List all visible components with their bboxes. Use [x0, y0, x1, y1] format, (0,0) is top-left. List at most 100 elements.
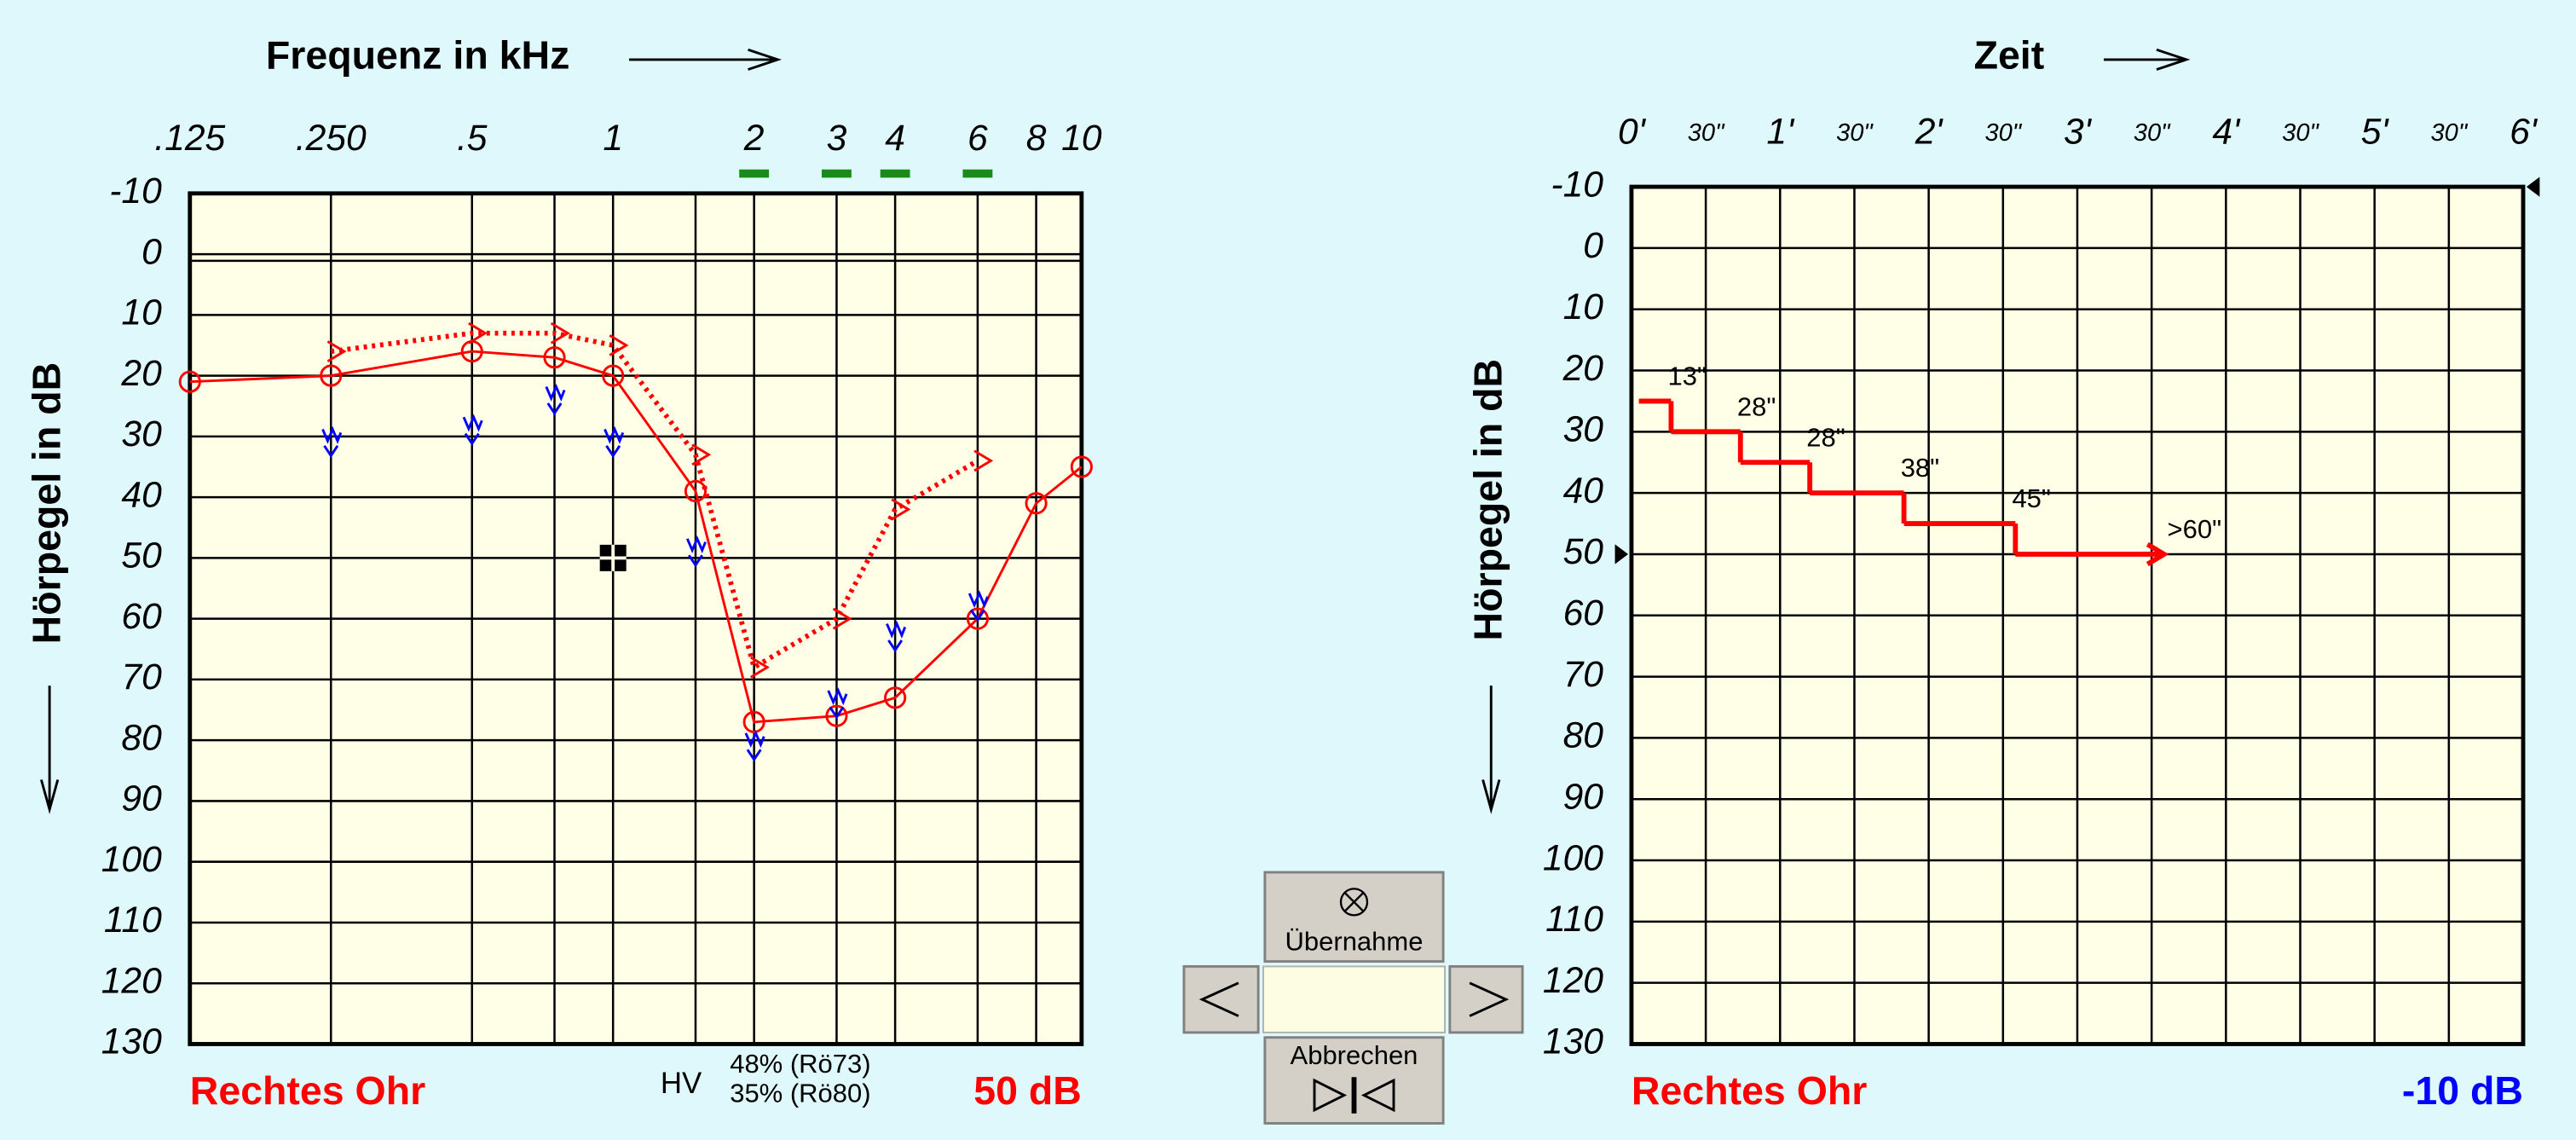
- marker-circle: [602, 364, 625, 387]
- marker-bone: [321, 425, 343, 459]
- y-tick-label: -10: [1551, 164, 1603, 205]
- y-tick-label: 20: [1562, 348, 1604, 389]
- title-arrow: [2103, 48, 2191, 71]
- cancel-label[interactable]: Abbrechen: [1291, 1040, 1418, 1070]
- duration-label: 45": [2012, 483, 2050, 513]
- y-tick-label: 100: [1543, 837, 1603, 878]
- marker-chevron: [691, 443, 712, 466]
- y-tick-label: 130: [101, 1021, 162, 1062]
- x-tick-label: .125: [154, 118, 225, 159]
- value-field[interactable]: [1262, 965, 1447, 1033]
- x-tick-label: 1': [1766, 111, 1795, 152]
- y-tick-label: 20: [120, 353, 162, 394]
- y-tick-label: 30: [121, 414, 162, 454]
- x-tick-label: 5': [2361, 111, 2390, 152]
- plot-border: [188, 191, 1084, 1046]
- series-line: [330, 330, 979, 672]
- x-tick-label: 4: [885, 118, 905, 159]
- accept-button[interactable]: Übernahme: [1263, 871, 1445, 964]
- y-tick-label: 70: [121, 657, 162, 697]
- marker-chevron: [832, 607, 852, 630]
- y-tick-label: 120: [101, 960, 162, 1001]
- y-axis-title: Hörpegel in dB: [1466, 359, 1510, 641]
- x-tick-label: 3: [827, 118, 847, 159]
- cancel-button[interactable]: Abbrechen: [1263, 1036, 1445, 1125]
- marker-chevron: [468, 321, 488, 344]
- x-tick-label: 6: [967, 118, 988, 159]
- x-tick-label: .250: [296, 118, 367, 159]
- y-tick-label: -10: [109, 171, 162, 211]
- x-tick-label: 30": [2431, 119, 2469, 147]
- y-tick-label: 0: [142, 231, 162, 272]
- y-tick-label: 30: [1563, 409, 1604, 450]
- next-button[interactable]: [1448, 964, 1524, 1034]
- y-axis-arrow: [40, 686, 60, 814]
- marker-bone: [744, 730, 765, 762]
- duration-label: >60": [2168, 514, 2222, 544]
- y-tick-label: 40: [1563, 470, 1604, 511]
- y-axis-arrow: [1481, 686, 1501, 814]
- x-tick-label: 2': [1915, 111, 1944, 152]
- y-tick-label: 130: [1543, 1021, 1603, 1062]
- marker-circle: [1025, 492, 1048, 515]
- marker-circle: [825, 704, 848, 727]
- level-marker: [2526, 176, 2540, 197]
- y-tick-label: 90: [121, 778, 162, 819]
- marker-chevron: [550, 321, 570, 344]
- previous-button[interactable]: [1182, 964, 1260, 1034]
- x-tick-label: 30": [2282, 119, 2319, 147]
- y-tick-label: 10: [1563, 286, 1604, 327]
- y-tick-label: 0: [1583, 225, 1603, 266]
- duration-label: 28": [1737, 391, 1776, 421]
- x-tick-label: 2: [743, 118, 765, 159]
- y-tick-label: 50: [121, 535, 162, 576]
- marker-circle: [684, 479, 708, 503]
- marker-chevron: [973, 449, 994, 472]
- y-tick-label: 100: [101, 839, 162, 880]
- marker-chevron: [891, 498, 911, 521]
- marker-bone: [604, 425, 625, 459]
- x-tick-label: 4': [2212, 111, 2241, 152]
- controls: Übernahme Abbrechen: [1182, 871, 1524, 1125]
- marker-circle: [320, 364, 343, 387]
- x-tick-label: 30": [1836, 119, 1874, 147]
- ear-label: Rechtes Ohr: [190, 1068, 425, 1113]
- level-marker: [1614, 544, 1629, 564]
- marker-chevron: [750, 656, 770, 679]
- marker-bone: [462, 414, 483, 446]
- x-tick-label: 10: [1061, 118, 1102, 159]
- level-label: -10 dB: [2402, 1068, 2523, 1113]
- hv-label: HV: [661, 1067, 702, 1100]
- y-tick-label: 110: [1545, 899, 1603, 940]
- marker-circle: [178, 370, 201, 393]
- duration-label: 38": [1901, 453, 1939, 483]
- y-tick-label: 120: [1543, 960, 1603, 1001]
- speech-score: 35% (Rö80): [730, 1079, 870, 1108]
- y-tick-label: 60: [1563, 593, 1604, 634]
- x-tick-label: .5: [457, 118, 488, 159]
- marker-chevron: [326, 340, 347, 362]
- marker-circle: [1070, 455, 1093, 478]
- y-tick-label: 80: [1563, 715, 1604, 756]
- x-tick-label: 30": [1688, 119, 1725, 147]
- marker-bone: [685, 535, 707, 568]
- marker-bone: [827, 687, 848, 720]
- chart-title: Zeit: [1974, 32, 2045, 77]
- y-tick-label: 50: [1563, 531, 1604, 572]
- duration-label: 28": [1806, 422, 1845, 452]
- x-tick-label: 30": [1984, 119, 2022, 147]
- marker-circle: [543, 346, 566, 369]
- chart-title: Frequenz in kHz: [266, 32, 569, 77]
- accept-label[interactable]: Übernahme: [1285, 926, 1424, 956]
- x-tick-label: 3': [2064, 111, 2093, 152]
- speech-score: 48% (Rö73): [730, 1049, 870, 1079]
- y-tick-label: 70: [1563, 654, 1604, 695]
- ear-label: Rechtes Ohr: [1632, 1068, 1867, 1113]
- x-tick-label: 8: [1026, 118, 1047, 159]
- marker-bone: [967, 590, 989, 622]
- marker-circle: [742, 710, 765, 733]
- x-tick-label: 0': [1618, 111, 1647, 152]
- marker-circle: [966, 607, 989, 630]
